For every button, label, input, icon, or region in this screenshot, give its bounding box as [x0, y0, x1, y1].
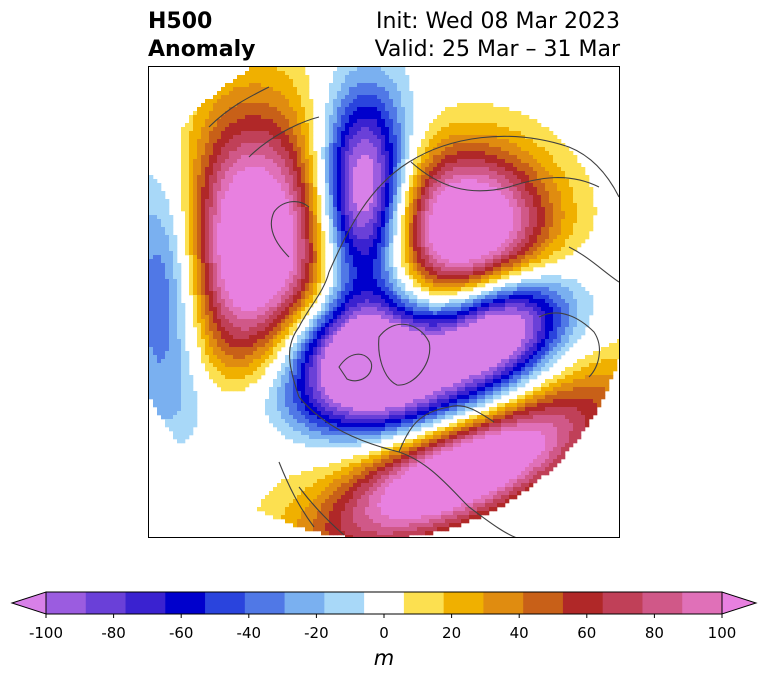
title-valid: Valid: 25 Mar – 31 Mar — [374, 37, 620, 62]
colorbar-segment — [284, 592, 325, 614]
colorbar-segment — [403, 592, 445, 614]
colorbar-segment — [682, 592, 723, 614]
coastline-segment — [338, 353, 373, 382]
title-variable: H500 — [148, 9, 213, 34]
colorbar-extend-min — [10, 591, 47, 615]
coastline-segment — [398, 405, 495, 453]
title-field: Anomaly — [148, 37, 256, 62]
colorbar-extend-max — [721, 591, 758, 615]
title-init: Init: Wed 08 Mar 2023 — [375, 9, 620, 34]
coastline-segment — [538, 312, 600, 378]
coastline-segment — [328, 135, 619, 273]
coastline-segment — [410, 161, 600, 192]
colorbar-tick-label: 80 — [644, 624, 664, 642]
coastlines — [208, 86, 619, 537]
coastline-segment — [568, 246, 619, 283]
colorbar-segment — [443, 592, 484, 614]
colorbar-segment — [244, 592, 286, 614]
colorbar-tick-label: -80 — [101, 624, 126, 642]
colorbar-segment — [602, 592, 643, 614]
colorbar-segment — [205, 592, 246, 614]
coastline-segment — [288, 271, 330, 398]
coastline-segment — [270, 201, 310, 258]
chart-title-right: Init: Wed 08 Mar 2023 Valid: 25 Mar – 31… — [375, 8, 620, 64]
colorbar-segment — [642, 592, 683, 614]
coastline-segment — [298, 486, 345, 536]
coastline-segment — [298, 396, 516, 537]
coastline-segment — [208, 86, 270, 128]
colorbar-tick-label: -20 — [304, 624, 329, 642]
coastline-segment — [378, 323, 431, 386]
anomaly-map — [148, 66, 620, 538]
colorbar-segment — [523, 592, 564, 614]
chart-title-left: H500 Anomaly — [148, 8, 255, 64]
colorbar-unit-label: m — [373, 646, 395, 670]
colorbar-segment — [125, 592, 166, 614]
colorbar-tick-label: -100 — [28, 624, 64, 642]
map-canvas — [149, 67, 619, 537]
colorbar-segment — [562, 592, 604, 614]
colorbar-tick-label: 20 — [442, 624, 462, 642]
colorbar-tick-label: 0 — [379, 624, 389, 642]
colorbar-segment — [46, 592, 87, 614]
colorbar-tick-label: 60 — [577, 624, 597, 642]
colorbar-tick-label: -60 — [168, 624, 194, 642]
colorbar-segment — [85, 592, 127, 614]
colorbar-tick-label: 40 — [509, 624, 529, 642]
colorbar-segment — [483, 592, 524, 614]
coastline-segment — [278, 461, 315, 528]
colorbar — [10, 591, 758, 618]
anomaly-field — [149, 67, 619, 537]
colorbar-segment — [324, 592, 365, 614]
coastline-segment — [248, 116, 320, 158]
colorbar-segment — [364, 592, 405, 614]
colorbar-tick-label: -40 — [236, 624, 262, 642]
colorbar-tick-label: 100 — [707, 624, 737, 642]
colorbar-segment — [165, 592, 206, 614]
